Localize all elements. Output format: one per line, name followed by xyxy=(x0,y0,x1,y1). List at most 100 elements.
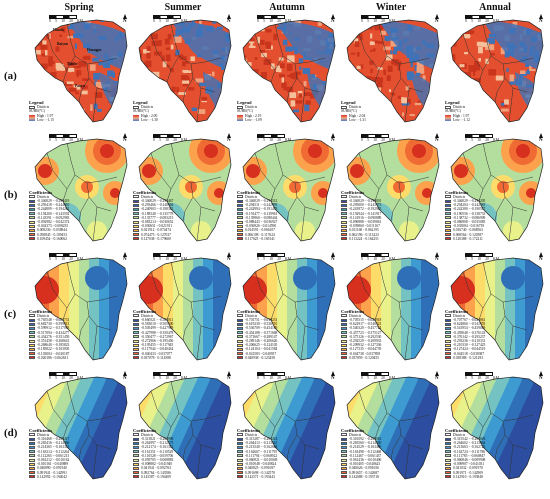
suhii-cell xyxy=(271,63,275,70)
scale-units: KM xyxy=(285,257,291,261)
suhii-cell xyxy=(407,77,414,81)
class-range: 0.037078 - 0.114588 xyxy=(141,355,171,360)
legend-class-row: 0.008236 - 0.058844 xyxy=(29,228,87,232)
legend-subtitle: SUHII(°C) xyxy=(341,109,357,114)
suhii-cell xyxy=(199,82,207,87)
legend-class-row: -0.289146 - -0.206626 xyxy=(237,339,295,343)
class-swatch xyxy=(133,450,139,454)
class-swatch xyxy=(445,203,451,207)
legend-class-row: -0.701751 - -0.619231 xyxy=(237,318,295,322)
class-swatch xyxy=(29,322,35,326)
class-range: -0.206625 - -0.124105 xyxy=(245,343,278,348)
class-range: -0.111794 - -0.060922 xyxy=(245,453,278,458)
legend-class-row: -0.213663 - -0.162725 xyxy=(445,445,503,449)
suhii-cell xyxy=(141,87,148,90)
legend-class-row: 0.142688 - 0.193718 xyxy=(341,475,399,479)
suhii-cell xyxy=(39,95,45,100)
north-label: N xyxy=(123,376,127,381)
suhii-cell xyxy=(397,63,401,71)
suhii-cell xyxy=(165,47,171,51)
legend-class-row: 0.142571 - 0.193443 xyxy=(237,475,295,479)
district-boundary xyxy=(294,182,320,212)
scale-tick: 20 xyxy=(69,257,73,261)
district-boundary xyxy=(294,301,320,331)
legend-class-row: -0.243972 - -0.192945 xyxy=(341,207,399,211)
suhii-cell xyxy=(243,39,245,47)
suhii-cell xyxy=(468,79,473,83)
suhii-cell xyxy=(139,91,143,98)
legend-gradient: High : 2.04 Low : -1.31 xyxy=(341,114,399,122)
legend-class-row: -0.313821 - -0.262998 xyxy=(133,437,191,441)
class-swatch xyxy=(133,203,139,207)
class-swatch xyxy=(237,454,243,458)
suhii-cell xyxy=(61,94,65,98)
class-swatch xyxy=(133,224,139,228)
suhii-cell xyxy=(55,46,60,52)
districts-label: Districts xyxy=(453,105,466,110)
class-swatch xyxy=(341,212,347,216)
suhii-cell xyxy=(48,56,53,61)
suhii-cell xyxy=(485,58,489,65)
column-header-annual: Annual xyxy=(479,2,511,13)
suhii-cell xyxy=(126,75,127,80)
class-range: 0.040825 - 0.091697 xyxy=(245,466,275,471)
suhii-cell xyxy=(93,73,100,80)
class-range: 0.040938 - 0.123458 xyxy=(245,355,275,360)
suhii-legend: Legend Districts SUHII(°C) High : 2.19 Lo… xyxy=(237,100,295,122)
class-swatch xyxy=(341,228,347,232)
map-svg xyxy=(242,257,336,361)
district-boundary xyxy=(508,87,514,123)
scale-bar-graphic xyxy=(465,372,493,376)
suhii-cell xyxy=(150,33,158,40)
legend-row-districts: Districts xyxy=(29,105,87,109)
scale-tick: 10 xyxy=(165,376,169,380)
district-boundary xyxy=(502,420,528,450)
class-range: 0.008236 - 0.058844 xyxy=(37,228,67,233)
suhii-cell xyxy=(422,75,426,82)
suhii-cell xyxy=(453,82,459,87)
suhii-cell xyxy=(254,57,258,60)
districts-swatch xyxy=(29,433,35,437)
suhii-legend: Legend Districts SUHII(°C) High : 2.00 Lo… xyxy=(133,100,191,122)
place-label-tianhe: Tianhe xyxy=(67,62,78,66)
place-label-panyu: Panyu xyxy=(75,84,85,88)
district-boundary xyxy=(66,261,118,303)
scale-tick: 0 xyxy=(49,19,51,23)
district-boundary xyxy=(170,380,222,422)
suhii-cell xyxy=(86,20,90,21)
suhii-cell xyxy=(243,62,245,67)
suhii-cell xyxy=(214,123,219,124)
suhii-cell xyxy=(506,68,509,72)
class-range: -0.090888 - -0.039861 xyxy=(349,219,382,224)
coefficients-legend: Coefficients Districts -0.346029 - -0.294… xyxy=(445,190,503,241)
district-boundary xyxy=(46,152,68,190)
suhii-cell xyxy=(245,57,248,63)
suhii-cell xyxy=(124,77,127,80)
districts-swatch xyxy=(445,105,451,109)
suhii-cell xyxy=(145,87,154,90)
suhii-cell xyxy=(354,38,359,44)
suhii-cell xyxy=(335,105,337,109)
suhii-cell xyxy=(476,41,484,47)
scale-units: KM xyxy=(389,138,395,142)
suhii-cell xyxy=(278,123,285,124)
district-boundary xyxy=(274,261,326,303)
class-swatch xyxy=(29,471,35,475)
class-swatch xyxy=(341,207,347,211)
class-range: -0.293236 - -0.210331 xyxy=(453,338,486,343)
class-range: -0.262997 - -0.212175 xyxy=(141,441,174,446)
suhii-cell xyxy=(541,122,547,124)
suhii-cell xyxy=(150,89,155,95)
class-range: -0.315542 - -0.264603 xyxy=(453,436,486,441)
scale-tick: 10 xyxy=(477,19,481,23)
legend-class-row: 0.021912 - 0.074474 xyxy=(133,228,191,232)
scale-bar: 0 5 10 20 KM xyxy=(49,134,83,142)
scale-bar-graphic xyxy=(49,253,77,257)
class-range: 0.142688 - 0.193718 xyxy=(349,474,379,479)
class-range: 0.142571 - 0.193443 xyxy=(245,474,275,479)
class-range: -0.346029 - -0.294512 xyxy=(245,198,278,203)
class-range: -0.454188 - -0.371668 xyxy=(245,330,278,335)
districts-swatch xyxy=(133,433,139,437)
study-area-outline xyxy=(242,19,336,123)
district-boundary xyxy=(462,152,484,190)
